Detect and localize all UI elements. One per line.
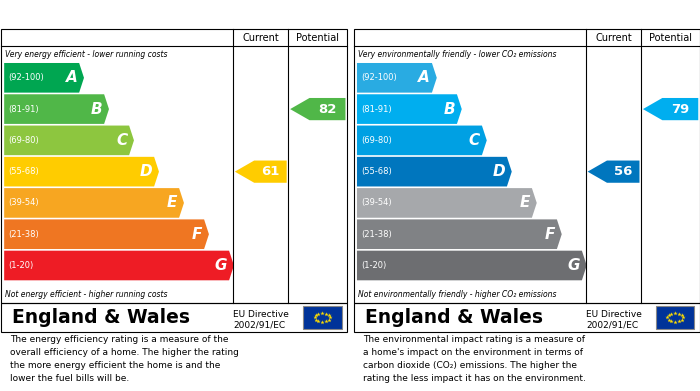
Text: Environmental Impact (CO₂) Rating: Environmental Impact (CO₂) Rating — [363, 9, 625, 22]
Text: A: A — [419, 70, 430, 85]
Polygon shape — [4, 126, 134, 155]
Polygon shape — [357, 63, 437, 93]
Polygon shape — [4, 63, 84, 93]
Polygon shape — [357, 157, 512, 187]
Text: (55-68): (55-68) — [8, 167, 39, 176]
Text: Not energy efficient - higher running costs: Not energy efficient - higher running co… — [5, 290, 167, 299]
Polygon shape — [234, 161, 287, 183]
Text: The environmental impact rating is a measure of
a home's impact on the environme: The environmental impact rating is a mea… — [363, 335, 586, 383]
Text: (92-100): (92-100) — [361, 73, 397, 83]
Text: A: A — [66, 70, 78, 85]
Text: (69-80): (69-80) — [361, 136, 392, 145]
Text: (21-38): (21-38) — [361, 230, 392, 239]
Text: 2002/91/EC: 2002/91/EC — [586, 320, 638, 329]
Text: D: D — [140, 164, 153, 179]
Polygon shape — [4, 188, 184, 218]
Text: Potential: Potential — [296, 33, 339, 43]
Text: (69-80): (69-80) — [8, 136, 39, 145]
Text: (39-54): (39-54) — [361, 198, 392, 208]
Text: Not environmentally friendly - higher CO₂ emissions: Not environmentally friendly - higher CO… — [358, 290, 556, 299]
Bar — [303, 306, 342, 329]
Polygon shape — [4, 157, 159, 187]
Text: 2002/91/EC: 2002/91/EC — [233, 320, 285, 329]
Text: Potential: Potential — [649, 33, 692, 43]
Text: 79: 79 — [671, 102, 690, 116]
Polygon shape — [357, 219, 561, 249]
Polygon shape — [4, 251, 234, 280]
Text: (39-54): (39-54) — [8, 198, 39, 208]
Text: F: F — [545, 227, 555, 242]
Text: (55-68): (55-68) — [361, 167, 392, 176]
Polygon shape — [357, 94, 462, 124]
Text: 61: 61 — [261, 165, 279, 178]
Text: B: B — [444, 102, 455, 117]
Text: (1-20): (1-20) — [361, 261, 386, 270]
Text: C: C — [469, 133, 480, 148]
Bar — [656, 306, 694, 329]
Polygon shape — [643, 98, 699, 120]
Text: Very environmentally friendly - lower CO₂ emissions: Very environmentally friendly - lower CO… — [358, 50, 556, 59]
Polygon shape — [357, 188, 537, 218]
Text: F: F — [192, 227, 202, 242]
Polygon shape — [4, 219, 209, 249]
Text: The energy efficiency rating is a measure of the
overall efficiency of a home. T: The energy efficiency rating is a measur… — [10, 335, 239, 383]
Text: (81-91): (81-91) — [8, 104, 39, 114]
Text: (21-38): (21-38) — [8, 230, 39, 239]
Text: C: C — [116, 133, 127, 148]
Polygon shape — [587, 161, 640, 183]
Text: Current: Current — [242, 33, 279, 43]
Text: B: B — [91, 102, 102, 117]
Text: (81-91): (81-91) — [361, 104, 392, 114]
Text: (1-20): (1-20) — [8, 261, 34, 270]
Text: Very energy efficient - lower running costs: Very energy efficient - lower running co… — [5, 50, 167, 59]
Text: England & Wales: England & Wales — [365, 308, 542, 327]
Text: 82: 82 — [318, 102, 337, 116]
Text: EU Directive: EU Directive — [586, 310, 642, 319]
Polygon shape — [4, 94, 109, 124]
Text: E: E — [520, 196, 530, 210]
Text: 56: 56 — [614, 165, 632, 178]
Text: (92-100): (92-100) — [8, 73, 44, 83]
Text: E: E — [167, 196, 177, 210]
Polygon shape — [357, 251, 587, 280]
Polygon shape — [290, 98, 346, 120]
Text: England & Wales: England & Wales — [12, 308, 190, 327]
Polygon shape — [357, 126, 486, 155]
Text: G: G — [568, 258, 580, 273]
Text: Energy Efficiency Rating: Energy Efficiency Rating — [10, 9, 193, 22]
Text: G: G — [215, 258, 228, 273]
Text: EU Directive: EU Directive — [233, 310, 289, 319]
Text: D: D — [493, 164, 505, 179]
Text: Current: Current — [595, 33, 632, 43]
